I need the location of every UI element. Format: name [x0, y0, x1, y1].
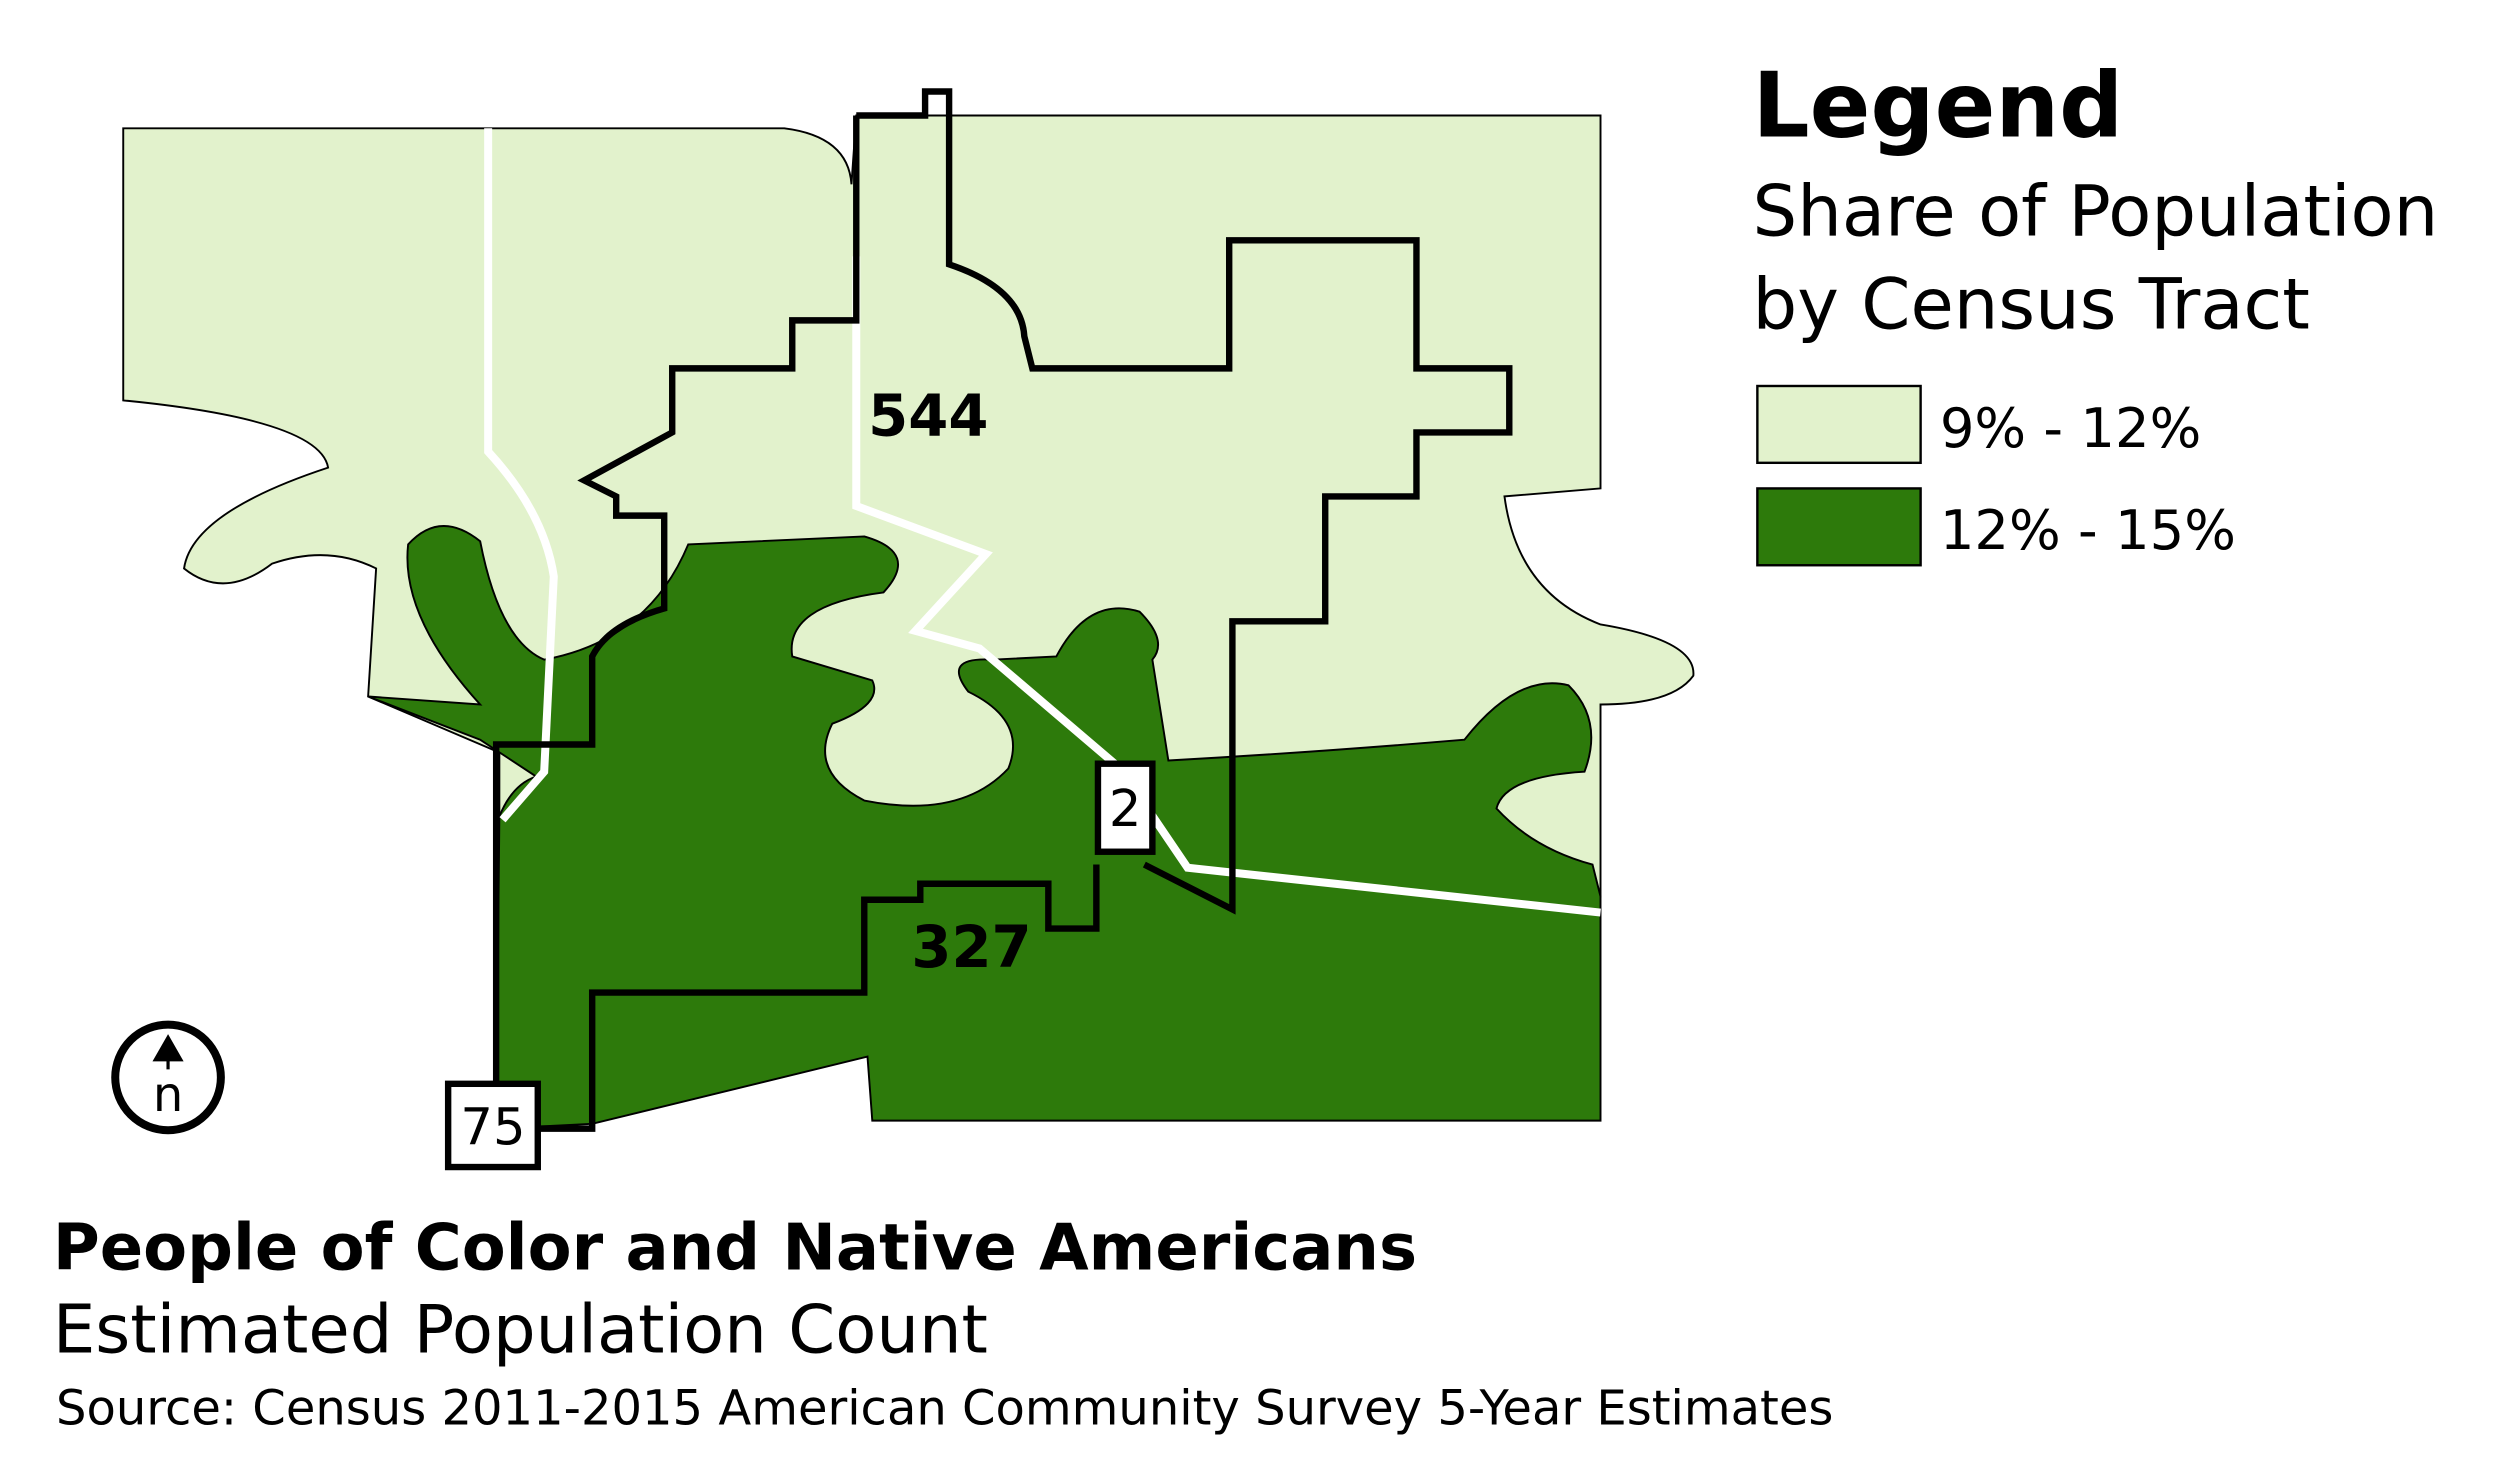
map-subtitle: Estimated Population Count	[53, 1291, 988, 1369]
north-circle	[111, 1020, 225, 1135]
route-label: 2	[1109, 779, 1142, 839]
legend-label: 12% - 15%	[1940, 498, 2236, 562]
legend-swatch	[1756, 384, 1922, 465]
tract-boundary	[492, 88, 1513, 1132]
road	[852, 256, 1601, 917]
source: Source: Census 2011-2015 American Commun…	[56, 1381, 1833, 1437]
north-label: n	[153, 1067, 183, 1123]
legend-subtitle: by Census Tract	[1753, 263, 2310, 345]
route-shield	[1094, 760, 1156, 855]
legend-title: Legend	[1753, 54, 2124, 158]
route-shield	[444, 1080, 541, 1171]
legend-label: 9% - 12%	[1940, 396, 2201, 460]
region-high	[367, 525, 1602, 1130]
legend-subtitle: Share of Population	[1753, 171, 2439, 253]
map-title: People of Color and Native Americans	[53, 1211, 1417, 1285]
tract-label: 544	[868, 383, 988, 450]
route-label: 75	[460, 1098, 525, 1158]
legend-swatch	[1756, 487, 1922, 567]
tract-label: 327	[911, 914, 1031, 981]
north-arrow	[152, 1034, 184, 1070]
road	[484, 128, 558, 823]
